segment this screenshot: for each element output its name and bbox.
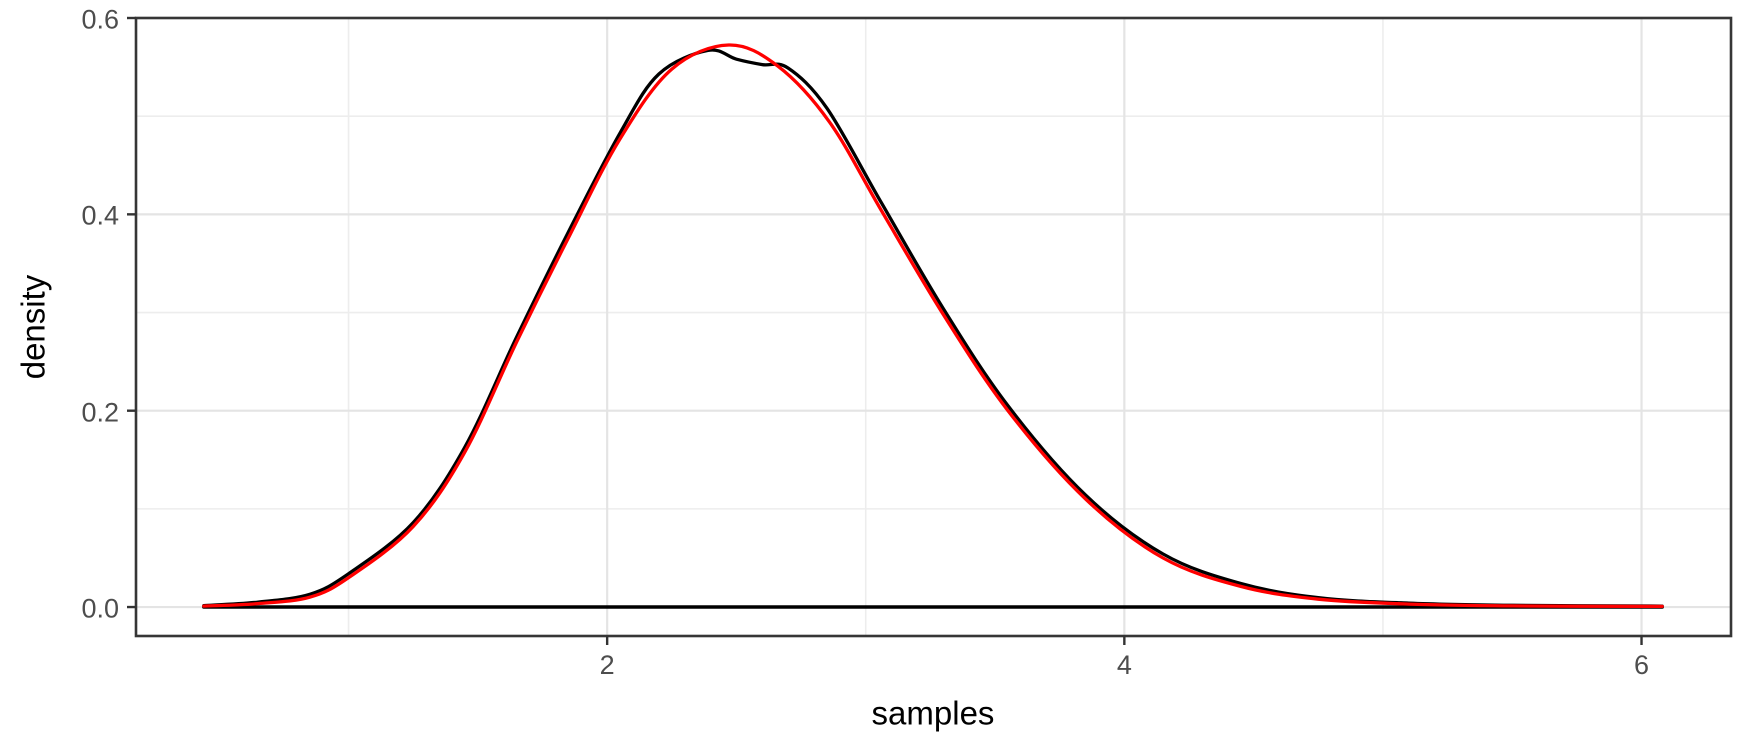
y-tick-label: 0.4: [81, 200, 119, 231]
curve-theoretical-density: [202, 43, 1664, 609]
x-tick-label: 6: [1634, 650, 1650, 680]
y-tick-label: 0.6: [81, 4, 119, 35]
y-tick-label: 0.0: [81, 593, 119, 624]
y-tick-label: 0.2: [81, 397, 119, 428]
y-axis-title: density: [14, 274, 52, 380]
x-axis-title: samples: [871, 694, 995, 732]
panel-background: [136, 18, 1731, 636]
x-tick-label: 2: [599, 650, 615, 680]
curve-empirical-density-kde: [202, 48, 1664, 608]
panel-border: [134, 16, 1733, 638]
x-tick-label: 4: [1116, 650, 1132, 680]
